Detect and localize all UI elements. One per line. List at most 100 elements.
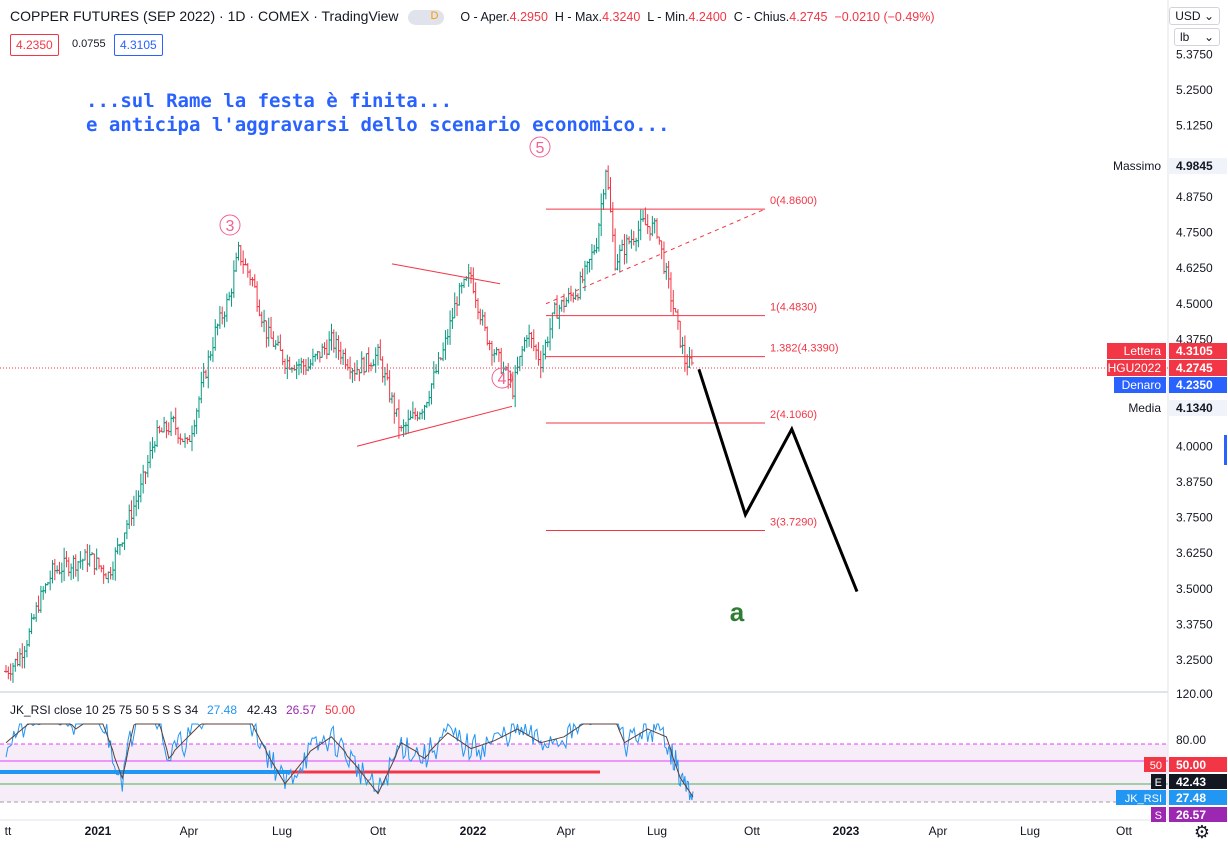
wave-label: a [730, 597, 745, 627]
high-label: H - Max. [554, 10, 603, 24]
change-value: −0.0210 (−0.49%) [834, 10, 935, 24]
unit-selector[interactable]: lb ⌄ [1174, 28, 1220, 46]
price-label-name-bg [1107, 360, 1166, 376]
annotation-line-1[interactable]: ...sul Rame la festa è finita... [86, 90, 453, 112]
high-value: 4.3240 [602, 10, 641, 24]
price-label-value: 4.2350 [1176, 378, 1213, 392]
x-tick-label: Lug [272, 824, 292, 838]
rsi-level-name-bg [1151, 774, 1166, 789]
x-tick-label: Lug [647, 824, 667, 838]
rsi-legend-title: JK_RSI close 10 25 75 50 5 S S 34 [10, 703, 198, 717]
fib-level-label: 2(4.1060) [770, 409, 817, 421]
y-tick-label: 4.3750 [1176, 332, 1213, 346]
y-tick-label: 5.2500 [1176, 83, 1213, 97]
y-tick-label: 3.2500 [1176, 653, 1213, 667]
rsi-level-value-bg [1169, 774, 1227, 789]
x-tick-label: Apr [929, 824, 948, 838]
price-label-name-bg [1107, 343, 1166, 359]
fib-level-label: 1.382(4.3390) [770, 343, 839, 355]
x-tick-label: Apr [557, 824, 576, 838]
y-tick-label: 4.0000 [1176, 439, 1213, 453]
x-tick-label: Ott [744, 824, 761, 838]
ohlc-values: O - Aper.4.2950 H - Max.4.3240 L - Min.4… [460, 10, 934, 24]
annotation-line-2[interactable]: e anticipa l'aggravarsi dello scenario e… [86, 114, 670, 136]
scale-handle[interactable] [1224, 435, 1227, 465]
sell-price-box[interactable]: 4.2350 [10, 34, 59, 56]
y-tick-label: 3.5000 [1176, 582, 1213, 596]
price-label-name: Denaro [1122, 378, 1162, 392]
rsi-y-tick-label: 80.00 [1176, 733, 1206, 747]
currency-selector[interactable]: USD ⌄ [1169, 7, 1220, 25]
price-label-name: HGU2022 [1108, 361, 1162, 375]
triangle-upper-line [391, 263, 501, 285]
x-tick-label: 2021 [85, 824, 112, 838]
y-tick-label: 4.8750 [1176, 190, 1213, 204]
rsi-legend-value: 26.57 [286, 703, 316, 717]
rsi-level-value: 42.43 [1176, 775, 1206, 789]
currency-label: USD [1175, 9, 1201, 23]
spread-value: 0.0755 [72, 38, 106, 50]
price-label-name-bg [1107, 158, 1166, 174]
x-tick-label: 2023 [833, 824, 860, 838]
close-value: 4.2745 [789, 10, 828, 24]
exchange-label: COMEX [257, 8, 310, 24]
low-value: 4.2400 [688, 10, 727, 24]
y-tick-label: 3.7500 [1176, 511, 1213, 525]
projection-path [697, 368, 859, 593]
open-label: O - Aper. [460, 10, 510, 24]
rsi-legend-value: 42.43 [247, 703, 277, 717]
rsi-level-value-bg [1169, 790, 1227, 805]
fib-level-label: 0(4.8600) [770, 195, 817, 207]
x-tick-label: Ott [1116, 824, 1133, 838]
rsi-level-name: 50 [1150, 760, 1162, 772]
price-label-value: 4.9845 [1176, 159, 1213, 173]
platform-label: TradingView [321, 8, 399, 24]
y-tick-label: 3.3750 [1176, 617, 1213, 631]
data-badge[interactable]: D [408, 9, 445, 25]
symbol-name[interactable]: COPPER FUTURES (SEP 2022) [10, 8, 216, 24]
rsi-level-value: 26.57 [1176, 808, 1206, 822]
wave-label: 5 [536, 140, 545, 157]
price-label-name-bg [1114, 377, 1166, 393]
rsi-level-name-bg [1144, 757, 1166, 772]
close-label: C - Chius. [733, 10, 790, 24]
x-tick-label: Apr [180, 824, 199, 838]
y-tick-label: 5.3750 [1176, 47, 1213, 61]
buy-price-box[interactable]: 4.3105 [114, 34, 163, 56]
rsi-level-name: S [1155, 810, 1162, 822]
interval-label[interactable]: 1D [227, 8, 246, 24]
price-label-value: 4.1340 [1176, 401, 1213, 415]
price-label-value-bg [1169, 158, 1227, 174]
rsi-level-name-bg [1151, 807, 1166, 822]
triangle-lower-line [356, 405, 513, 447]
wave-label: 3 [226, 218, 235, 235]
wave-label-circle [529, 136, 551, 158]
rsi-level-name-bg [1116, 790, 1166, 805]
rsi-level-value: 27.48 [1176, 791, 1206, 805]
price-label-name: Media [1128, 401, 1161, 415]
price-label-name: Lettera [1124, 344, 1162, 358]
fib-trend-dashed-line [545, 208, 766, 305]
low-label: L - Min. [647, 10, 689, 24]
y-tick-label: 5.1250 [1176, 119, 1213, 133]
chevron-down-icon: ⌄ [1203, 30, 1214, 44]
x-tick-label: Ott [370, 824, 387, 838]
y-tick-label: 120.00 [1176, 687, 1213, 701]
y-tick-label: 4.6250 [1176, 261, 1213, 275]
x-tick-label: 2022 [460, 824, 487, 838]
chart-legend-header: COPPER FUTURES (SEP 2022) · 1D · COMEX ·… [10, 8, 935, 25]
gear-icon[interactable]: ⚙ [1193, 822, 1210, 842]
rsi-level-value-bg [1169, 757, 1227, 772]
y-tick-label: 4.5000 [1176, 297, 1213, 311]
rsi-level-name: JK_RSI [1125, 793, 1162, 805]
rsi-legend-value: 27.48 [207, 703, 237, 717]
badge-letter: D [430, 9, 439, 22]
y-tick-label: 4.7500 [1176, 226, 1213, 240]
rsi-signal-line [5, 723, 694, 798]
price-label-value-bg [1169, 360, 1227, 376]
price-label-value: 4.3105 [1176, 344, 1213, 358]
fib-level-label: 1(4.4830) [770, 302, 817, 314]
wave-label: 4 [498, 371, 507, 388]
